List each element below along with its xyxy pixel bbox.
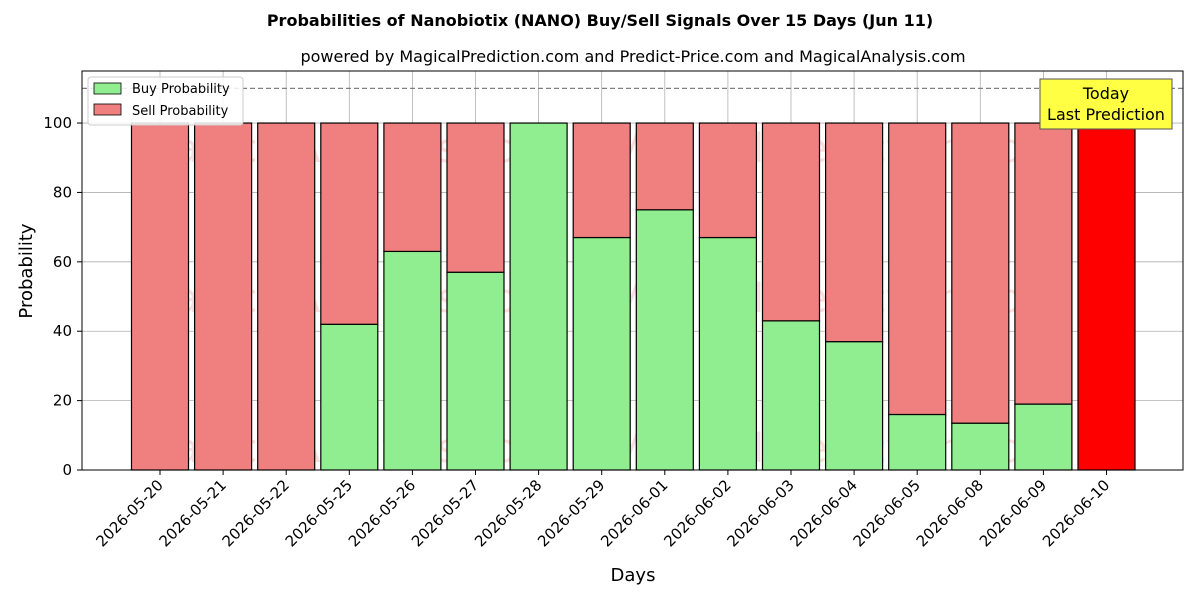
y-tick-label: 20	[53, 392, 72, 410]
x-tick-label: 2026-06-05	[850, 476, 924, 550]
x-tick-label: 2026-05-22	[219, 476, 293, 550]
bar-buy-2026-05-29	[572, 236, 631, 471]
legend-swatch-sell	[93, 103, 122, 116]
bar-buy-2026-05-25	[320, 323, 379, 471]
legend: Buy Probability Sell Probability	[87, 76, 244, 126]
bar-sell-2026-06-02	[698, 122, 758, 239]
x-axis-label: Days	[611, 565, 656, 586]
x-tick-label: 2026-05-25	[282, 476, 356, 550]
legend-swatch-buy	[93, 82, 122, 95]
today-annotation: Today Last Prediction	[1039, 78, 1173, 130]
x-tick-label: 2026-05-27	[408, 476, 482, 550]
bar-sell-2026-05-27	[446, 122, 505, 273]
bar-buy-2026-06-03	[761, 320, 821, 471]
x-tick-label: 2026-06-03	[723, 476, 797, 550]
bar-sell-2026-06-05	[888, 122, 947, 416]
bar-buy-2026-05-26	[383, 250, 442, 471]
chart-title: Probabilities of Nanobiotix (NANO) Buy/S…	[267, 11, 933, 30]
bar-sell-2026-06-09	[1014, 122, 1073, 405]
x-tick-label: 2026-05-20	[92, 476, 166, 550]
x-tick-label: 2026-05-21	[156, 476, 230, 550]
bar-sell-2026-05-29	[572, 122, 631, 239]
x-tick-label: 2026-06-08	[913, 476, 987, 550]
bar-sell-2026-06-10	[1077, 122, 1136, 471]
bars	[130, 122, 1136, 471]
bar-sell-2026-05-21	[194, 122, 253, 471]
y-tick-label: 60	[53, 253, 72, 271]
x-tick-label: 2026-06-02	[660, 476, 734, 550]
x-tick-label: 2026-06-09	[976, 476, 1050, 550]
bar-sell-2026-05-25	[320, 122, 379, 325]
legend-box	[87, 76, 244, 126]
bar-sell-2026-06-01	[635, 122, 694, 211]
bar-buy-2026-06-05	[888, 413, 947, 471]
legend-label-buy: Buy Probability	[132, 82, 230, 97]
plot-frame	[81, 70, 1184, 471]
y-tick-label: 0	[62, 461, 72, 479]
bar-buy-2026-06-04	[824, 341, 884, 471]
x-axis-ticks: 2026-05-202026-05-212026-05-222026-05-25…	[92, 470, 1113, 550]
bar-sell-2026-05-22	[257, 122, 316, 471]
legend-label-sell: Sell Probability	[132, 104, 229, 119]
y-tick-label: 40	[53, 322, 72, 340]
annotation-box	[1039, 78, 1173, 130]
y-tick-label: 100	[43, 114, 72, 132]
bar-sell-2026-06-04	[824, 122, 884, 343]
bar-buy-2026-06-08	[951, 422, 1010, 471]
x-tick-label: 2026-05-29	[534, 476, 608, 550]
bar-buy-2026-06-02	[698, 236, 758, 471]
bar-sell-2026-06-03	[761, 122, 821, 322]
annotation-line-2: Last Prediction	[1047, 105, 1165, 124]
annotation-line-1: Today	[1082, 84, 1129, 103]
x-tick-label: 2026-06-04	[787, 476, 861, 550]
x-tick-label: 2026-05-28	[471, 476, 545, 550]
bar-buy-2026-05-28	[509, 122, 568, 471]
x-tick-label: 2026-06-10	[1039, 476, 1113, 550]
bar-sell-2026-05-26	[383, 122, 442, 253]
x-tick-label: 2026-06-01	[597, 476, 671, 550]
bar-sell-2026-06-08	[951, 122, 1010, 424]
y-axis-label: Probability	[16, 223, 37, 318]
y-tick-label: 80	[53, 183, 72, 201]
y-axis-ticks: 0 20 40 60 80 100	[43, 114, 82, 479]
x-tick-label: 2026-05-26	[345, 476, 419, 550]
bar-buy-2026-05-27	[446, 271, 505, 471]
chart-subtitle: powered by MagicalPrediction.com and Pre…	[300, 47, 965, 66]
bar-buy-2026-06-01	[635, 209, 694, 471]
bar-sell-2026-05-20	[130, 122, 190, 471]
bar-buy-2026-06-09	[1014, 403, 1073, 471]
